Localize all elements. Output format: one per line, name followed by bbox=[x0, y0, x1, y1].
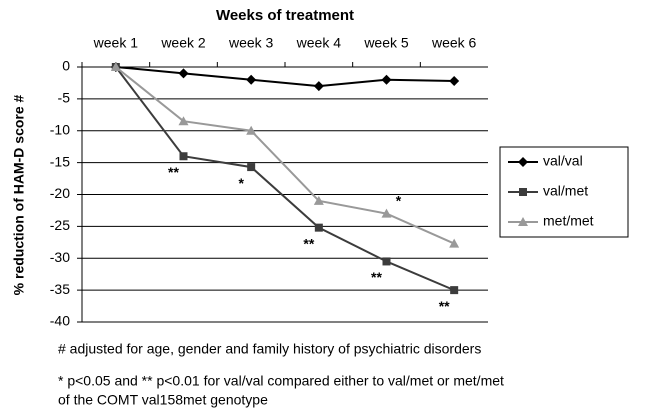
y-tick-label: -10 bbox=[50, 121, 70, 137]
y-tick-label: -30 bbox=[50, 249, 70, 265]
footnote: of the COMT val158met genotype bbox=[58, 392, 268, 408]
marker bbox=[314, 223, 323, 232]
marker bbox=[449, 238, 460, 248]
marker bbox=[381, 74, 392, 85]
y-tick-label: -25 bbox=[50, 217, 70, 233]
x-tick-label: week 6 bbox=[431, 35, 477, 51]
y-tick-label: -5 bbox=[58, 90, 71, 106]
chart-title: Weeks of treatment bbox=[216, 7, 354, 24]
marker bbox=[246, 74, 257, 85]
marker bbox=[246, 125, 257, 135]
y-tick-label: -35 bbox=[50, 281, 70, 297]
significance-label: ** bbox=[439, 298, 450, 314]
y-axis-label: % reduction of HAM-D score # bbox=[11, 94, 27, 295]
significance-label: ** bbox=[303, 235, 314, 251]
x-tick-label: week 4 bbox=[296, 35, 342, 51]
significance-label: ** bbox=[371, 269, 382, 285]
significance-label: ** bbox=[168, 164, 179, 180]
series-line bbox=[115, 66, 455, 88]
series-line bbox=[115, 66, 455, 292]
y-tick-label: -15 bbox=[50, 153, 70, 169]
legend-label: val/met bbox=[543, 183, 588, 199]
y-tick-label: -20 bbox=[50, 185, 70, 201]
marker bbox=[247, 163, 256, 172]
marker bbox=[178, 116, 189, 126]
marker bbox=[110, 62, 121, 71]
marker bbox=[449, 76, 460, 87]
x-tick-label: week 1 bbox=[93, 35, 139, 51]
marker bbox=[178, 68, 189, 79]
marker bbox=[382, 257, 391, 266]
series-line bbox=[115, 66, 455, 245]
footnote: * p<0.05 and ** p<0.01 for val/val compa… bbox=[58, 373, 504, 389]
significance-label: * bbox=[396, 192, 402, 208]
x-tick-label: week 3 bbox=[228, 35, 274, 51]
marker bbox=[450, 286, 459, 295]
footnote: # adjusted for age, gender and family hi… bbox=[58, 341, 481, 357]
legend-label: met/met bbox=[543, 213, 594, 229]
y-tick-label: 0 bbox=[62, 58, 70, 74]
x-tick-label: week 5 bbox=[363, 35, 409, 51]
x-tick-label: week 2 bbox=[160, 35, 206, 51]
marker bbox=[313, 195, 324, 205]
significance-label: * bbox=[238, 175, 244, 191]
marker bbox=[313, 81, 324, 92]
marker bbox=[518, 217, 528, 226]
marker bbox=[179, 152, 188, 161]
legend-label: val/val bbox=[543, 153, 583, 169]
y-tick-label: -40 bbox=[50, 313, 70, 329]
marker bbox=[519, 188, 527, 196]
marker bbox=[381, 208, 392, 218]
marker bbox=[518, 157, 528, 167]
